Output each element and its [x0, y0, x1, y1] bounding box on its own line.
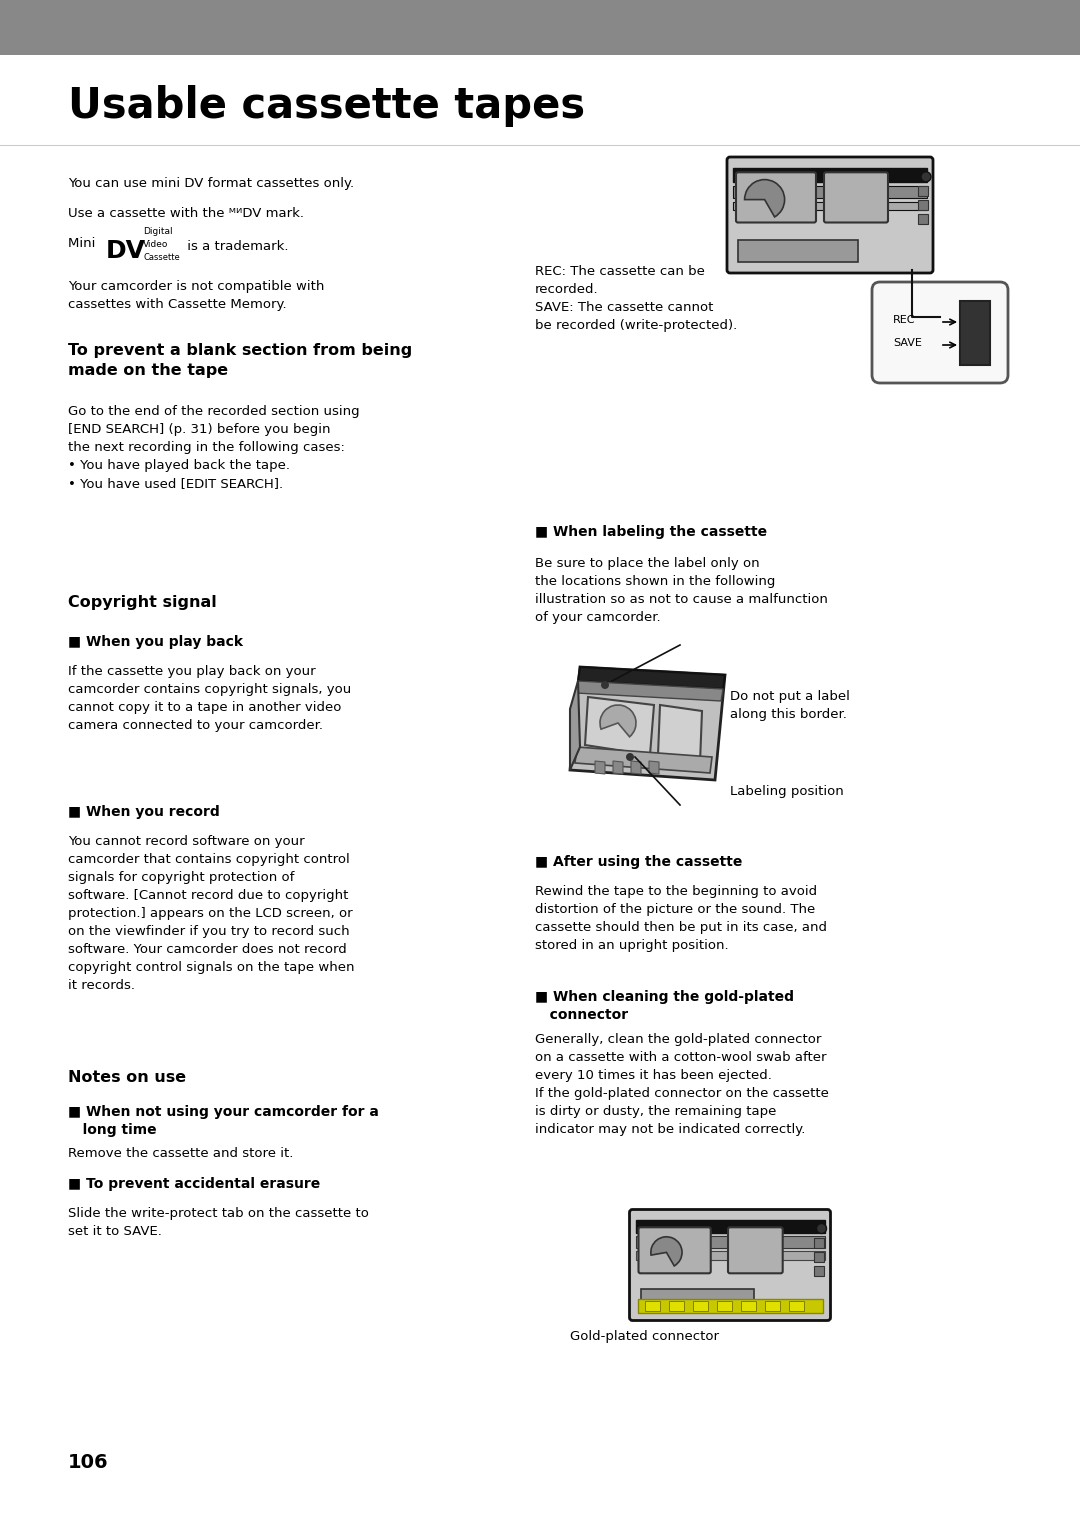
Text: Digital: Digital	[143, 227, 173, 236]
Bar	[733, 203, 927, 210]
Bar	[765, 1300, 780, 1311]
Polygon shape	[649, 761, 659, 774]
Text: Video: Video	[143, 239, 168, 249]
Polygon shape	[658, 705, 702, 763]
Text: Copyright signal: Copyright signal	[68, 596, 217, 609]
Text: To prevent a blank section from being
made on the tape: To prevent a blank section from being ma…	[68, 342, 413, 378]
Wedge shape	[651, 1237, 683, 1266]
Text: Generally, clean the gold-plated connector
on a cassette with a cotton-wool swab: Generally, clean the gold-plated connect…	[535, 1033, 828, 1136]
Bar	[640, 1288, 754, 1309]
Polygon shape	[613, 761, 623, 774]
Text: ■ When you record: ■ When you record	[68, 804, 219, 820]
Polygon shape	[570, 682, 580, 771]
Bar	[645, 1300, 660, 1311]
Circle shape	[921, 172, 931, 181]
FancyBboxPatch shape	[735, 172, 816, 223]
Wedge shape	[600, 705, 636, 737]
Bar	[733, 167, 927, 183]
Bar	[635, 1219, 824, 1233]
Bar	[716, 1300, 731, 1311]
Text: Gold-plated connector: Gold-plated connector	[570, 1329, 719, 1343]
Bar	[635, 1251, 824, 1260]
Bar	[637, 1299, 823, 1312]
Text: Slide the write-protect tab on the cassette to
set it to SAVE.: Slide the write-protect tab on the casse…	[68, 1207, 369, 1239]
Text: ■ When cleaning the gold-plated
   connector: ■ When cleaning the gold-plated connecto…	[535, 990, 794, 1022]
Text: ■ When labeling the cassette: ■ When labeling the cassette	[535, 525, 767, 539]
Wedge shape	[744, 180, 784, 216]
Text: Cassette: Cassette	[143, 253, 179, 262]
Text: ■ After using the cassette: ■ After using the cassette	[535, 855, 742, 869]
Text: REC: REC	[893, 315, 916, 325]
Bar	[918, 200, 928, 210]
FancyBboxPatch shape	[824, 172, 888, 223]
Polygon shape	[585, 697, 654, 755]
Text: Mini: Mini	[68, 236, 99, 250]
Bar	[813, 1251, 824, 1262]
FancyBboxPatch shape	[727, 157, 933, 273]
Circle shape	[816, 1223, 826, 1234]
Text: You can use mini DV format cassettes only.: You can use mini DV format cassettes onl…	[68, 177, 354, 190]
Polygon shape	[570, 668, 725, 780]
Bar	[918, 186, 928, 196]
Polygon shape	[631, 761, 642, 774]
Bar	[0, 0, 1080, 55]
Bar	[813, 1265, 824, 1276]
Text: ■ When not using your camcorder for a
   long time: ■ When not using your camcorder for a lo…	[68, 1105, 379, 1137]
Text: ■ When you play back: ■ When you play back	[68, 635, 243, 649]
Bar	[733, 186, 927, 198]
Text: If the cassette you play back on your
camcorder contains copyright signals, you
: If the cassette you play back on your ca…	[68, 665, 351, 732]
Text: Use a cassette with the ᴹᴻDV mark.: Use a cassette with the ᴹᴻDV mark.	[68, 207, 303, 220]
Text: REC: The cassette can be
recorded.
SAVE: The cassette cannot
be recorded (write-: REC: The cassette can be recorded. SAVE:…	[535, 266, 738, 332]
Text: SAVE: SAVE	[893, 338, 922, 348]
Bar	[738, 239, 858, 262]
Text: Notes on use: Notes on use	[68, 1070, 186, 1085]
Text: You cannot record software on your
camcorder that contains copyright control
sig: You cannot record software on your camco…	[68, 835, 354, 992]
Text: Usable cassette tapes: Usable cassette tapes	[68, 84, 585, 127]
Text: Rewind the tape to the beginning to avoid
distortion of the picture or the sound: Rewind the tape to the beginning to avoi…	[535, 886, 827, 952]
Bar	[813, 1237, 824, 1248]
Polygon shape	[578, 668, 725, 689]
Text: Be sure to place the label only on
the locations shown in the following
illustra: Be sure to place the label only on the l…	[535, 557, 828, 625]
Circle shape	[626, 754, 634, 761]
FancyBboxPatch shape	[630, 1210, 831, 1320]
FancyBboxPatch shape	[638, 1228, 711, 1274]
Bar	[669, 1300, 684, 1311]
FancyBboxPatch shape	[872, 282, 1008, 384]
Text: 106: 106	[68, 1454, 109, 1472]
Circle shape	[600, 682, 609, 689]
Bar	[788, 1300, 804, 1311]
Bar	[635, 1236, 824, 1248]
Text: DV: DV	[106, 239, 146, 262]
Text: Go to the end of the recorded section using
[END SEARCH] (p. 31) before you begi: Go to the end of the recorded section us…	[68, 405, 360, 490]
Polygon shape	[575, 748, 712, 774]
Polygon shape	[595, 761, 605, 774]
FancyBboxPatch shape	[728, 1228, 783, 1274]
Text: Remove the cassette and store it.: Remove the cassette and store it.	[68, 1147, 294, 1160]
Text: Do not put a label
along this border.: Do not put a label along this border.	[730, 691, 850, 721]
Text: ■ To prevent accidental erasure: ■ To prevent accidental erasure	[68, 1177, 321, 1191]
Text: is a trademark.: is a trademark.	[183, 239, 288, 253]
Text: Labeling position: Labeling position	[730, 784, 843, 798]
Bar	[692, 1300, 707, 1311]
Text: Your camcorder is not compatible with
cassettes with Cassette Memory.: Your camcorder is not compatible with ca…	[68, 279, 324, 312]
Bar	[918, 213, 928, 224]
Bar	[741, 1300, 756, 1311]
Polygon shape	[576, 682, 723, 701]
Bar	[960, 301, 990, 365]
